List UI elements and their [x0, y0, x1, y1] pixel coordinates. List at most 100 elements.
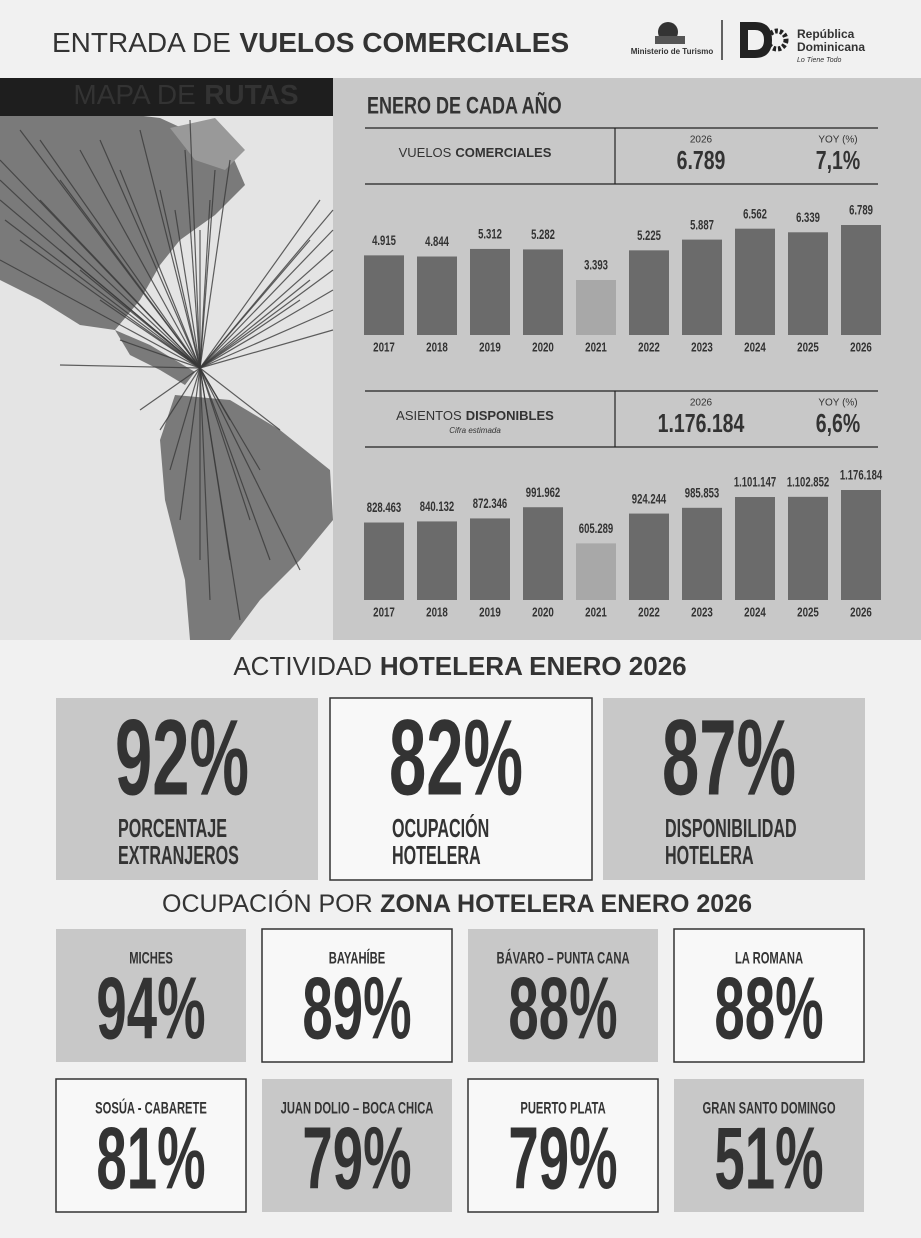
route-line — [189, 119, 201, 369]
bar-value-label: 840.132 — [420, 498, 455, 514]
stat-yoy: 6,6% — [816, 408, 860, 437]
hotel-title: ACTIVIDAD HOTELERA ENERO 2026 — [233, 651, 686, 681]
stat-total: 6.789 — [677, 145, 726, 174]
bar-value-label: 1.102.852 — [787, 474, 830, 490]
route-line — [199, 239, 311, 369]
bar — [788, 232, 828, 335]
zone-value: 79% — [302, 1109, 411, 1208]
route-line — [159, 367, 201, 431]
stat-label: ASIENTOS DISPONIBLES — [396, 408, 554, 423]
stat-label-part: COMERCIALES — [455, 145, 551, 160]
x-tick-label: 2021 — [585, 606, 607, 620]
bar — [576, 280, 616, 335]
zone-card — [467, 1078, 659, 1213]
canada-east — [170, 118, 245, 170]
zone-card — [56, 929, 246, 1062]
x-tick-label: 2020 — [532, 606, 554, 620]
zone-card — [261, 928, 453, 1063]
x-tick-label: 2018 — [426, 606, 448, 620]
card-label: HOTELERA — [392, 840, 481, 870]
route-line — [4, 219, 201, 369]
stat-yoy-label: YOY (%) — [818, 398, 857, 409]
stat-year: 2026 — [690, 135, 713, 146]
zone-value: 94% — [96, 959, 205, 1058]
stat-label-part: VUELOS — [399, 145, 452, 160]
route-line — [199, 299, 301, 369]
route-line — [199, 367, 281, 431]
route-line — [39, 139, 201, 369]
route-line — [19, 129, 201, 369]
route-line — [179, 367, 201, 521]
bar — [735, 497, 775, 600]
route-line — [199, 159, 231, 369]
card-label: HOTELERA — [665, 840, 754, 870]
bar — [364, 255, 404, 335]
ministry-name: Ministerio de Turismo — [631, 47, 714, 56]
ministry-icon-base — [655, 36, 685, 44]
bar-value-label: 6.789 — [849, 202, 873, 218]
card-label: DISPONIBILIDAD — [665, 813, 797, 843]
x-tick-label: 2025 — [797, 341, 819, 355]
north-america — [0, 112, 245, 330]
x-tick-label: 2023 — [691, 341, 713, 355]
x-tick-label: 2019 — [479, 606, 501, 620]
route-line — [99, 299, 201, 369]
bar-value-label: 6.562 — [743, 206, 767, 222]
bar — [470, 518, 510, 600]
page-title-part: VUELOS COMERCIALES — [239, 27, 569, 58]
x-tick-label: 2024 — [744, 341, 766, 355]
zone-card — [674, 1079, 864, 1212]
bar-value-label: 4.915 — [372, 232, 396, 248]
x-tick-label: 2026 — [850, 341, 872, 355]
bar — [523, 249, 563, 335]
zone-name: SOSÚA - CABARETE — [95, 1097, 207, 1118]
brand-name: República — [797, 27, 855, 41]
zone-name: BÁVARO – PUNTA CANA — [496, 948, 630, 968]
zone-value: 81% — [96, 1109, 205, 1208]
zone-value: 89% — [302, 959, 411, 1058]
bar — [735, 228, 775, 335]
route-line — [119, 339, 201, 369]
bar — [629, 250, 669, 335]
route-line — [199, 309, 334, 369]
map-title-part: MAPA DE — [73, 79, 195, 110]
x-tick-label: 2021 — [585, 341, 607, 355]
zone-name: BAYAHÍBE — [329, 948, 386, 968]
page-title: ENTRADA DE VUELOS COMERCIALES — [52, 27, 569, 58]
bar-value-label: 5.225 — [637, 227, 661, 243]
x-tick-label: 2026 — [850, 606, 872, 620]
x-tick-label: 2022 — [638, 606, 660, 620]
zone-card — [468, 929, 658, 1062]
central-america — [115, 330, 195, 385]
route-line — [169, 367, 201, 471]
route-line — [199, 169, 216, 369]
route-line — [139, 367, 201, 411]
map-title: MAPA DE RUTAS — [73, 79, 298, 110]
x-tick-label: 2019 — [479, 341, 501, 355]
card-value: 82% — [389, 698, 523, 818]
bar-value-label: 5.887 — [690, 216, 714, 232]
zone-name: GRAN SANTO DOMINGO — [702, 1099, 835, 1118]
route-line — [199, 229, 334, 369]
zone-card — [55, 1078, 247, 1213]
stat-card — [603, 698, 865, 880]
x-tick-label: 2018 — [426, 341, 448, 355]
route-line — [199, 367, 271, 561]
route-line — [79, 269, 201, 369]
route-line — [199, 269, 334, 369]
bar — [788, 496, 828, 600]
brand-name: Dominicana — [797, 40, 865, 54]
x-tick-label: 2025 — [797, 606, 819, 620]
brand-slogan: Lo Tiene Todo — [797, 57, 842, 64]
route-line — [0, 179, 201, 369]
route-line — [199, 199, 321, 369]
route-line — [174, 209, 201, 369]
x-tick-label: 2017 — [373, 606, 395, 620]
bar-value-label: 924.244 — [632, 490, 667, 506]
bar — [629, 513, 669, 600]
x-tick-label: 2023 — [691, 606, 713, 620]
logos — [655, 20, 789, 60]
stat-label-part: DISPONIBLES — [466, 408, 554, 423]
stat-card — [56, 698, 318, 880]
do-logo — [740, 22, 772, 58]
